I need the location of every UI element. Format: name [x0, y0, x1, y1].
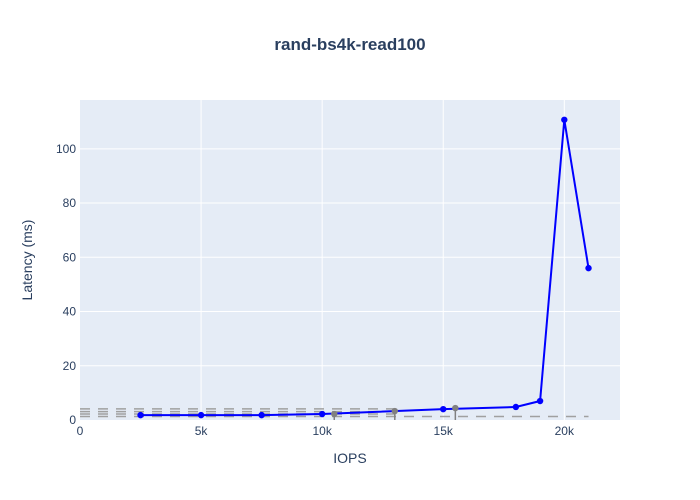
x-tick-label: 20k: [555, 424, 575, 438]
data-point: [331, 410, 338, 418]
data-point: [512, 403, 520, 411]
x-tick-label: 10k: [312, 424, 332, 438]
x-axis-label: IOPS: [333, 450, 366, 466]
y-tick-label: 100: [56, 142, 76, 156]
chart-title: rand-bs4k-read100: [274, 35, 425, 54]
data-point: [137, 411, 144, 419]
y-axis-label: Latency (ms): [19, 220, 35, 301]
plot-background: [80, 100, 620, 420]
data-point: [561, 116, 568, 123]
data-point: [452, 404, 459, 412]
x-tick-label: 5k: [195, 424, 209, 438]
data-point: [536, 397, 544, 405]
y-tick-label: 20: [63, 359, 77, 373]
y-tick-label: 40: [63, 305, 77, 319]
data-point: [391, 407, 398, 415]
data-point: [318, 410, 326, 418]
data-point: [440, 405, 447, 413]
y-tick-label: 80: [63, 196, 77, 210]
y-tick-label: 60: [63, 250, 77, 264]
y-tick-label: 0: [69, 413, 76, 427]
data-point: [585, 264, 592, 272]
x-tick-label: 15k: [434, 424, 454, 438]
x-tick-label: 0: [77, 424, 84, 438]
data-point: [197, 411, 205, 419]
data-point: [258, 411, 265, 419]
